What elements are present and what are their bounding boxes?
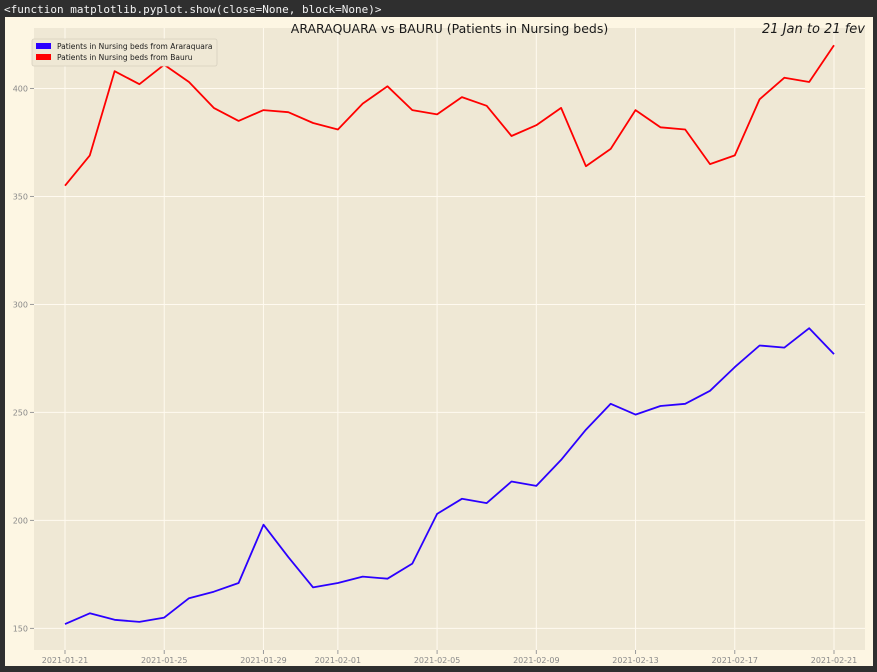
x-tick-label: 2021-02-09 — [513, 656, 560, 665]
legend-label: Patients in Nursing beds from Bauru — [57, 53, 193, 62]
x-tick-label: 2021-02-17 — [712, 656, 759, 665]
chart-title: ARARAQUARA vs BAURU (Patients in Nursing… — [291, 21, 608, 36]
y-tick-label: 400 — [13, 84, 28, 93]
x-tick-label: 2021-01-21 — [42, 656, 89, 665]
y-tick-label: 200 — [13, 516, 28, 525]
series-line-bauru — [64, 44, 835, 187]
x-tick-label: 2021-01-25 — [141, 656, 188, 665]
y-tick-label: 300 — [13, 300, 28, 309]
legend-swatch — [36, 43, 51, 49]
legend-swatch — [36, 54, 51, 60]
legend-box — [31, 38, 218, 67]
chart-figure: 2021-01-21 2021-01-25 2021-01-29 2021-02-01… — [5, 17, 873, 666]
x-tick-label: 2021-02-13 — [612, 656, 659, 665]
series-line-araraquara — [64, 327, 835, 625]
x-tick-label: 2021-02-05 — [414, 656, 461, 665]
x-tick-label: 2021-01-29 — [240, 656, 287, 665]
x-tick-label: 2021-02-21 — [811, 656, 858, 665]
series-lines — [64, 44, 835, 625]
y-tick-labels: 150 200 250 300 350 400 — [13, 84, 34, 633]
y-tick-label: 350 — [13, 192, 28, 201]
legend: Patients in Nursing beds from Araraquara… — [31, 38, 218, 67]
x-tick-label: 2021-02-01 — [315, 656, 362, 665]
y-tick-label: 150 — [13, 624, 28, 633]
output-repr-text: <function matplotlib.pyplot.show(close=N… — [4, 3, 382, 16]
legend-label: Patients in Nursing beds from Araraquara — [57, 42, 213, 51]
plot-area — [34, 28, 865, 650]
grid-lines — [34, 28, 865, 650]
y-tick-label: 250 — [13, 408, 28, 417]
line-chart: 2021-01-21 2021-01-25 2021-01-29 2021-02-01… — [13, 21, 866, 665]
chart-date-range: 21 Jan to 21 fev — [762, 22, 865, 37]
x-tick-labels: 2021-01-21 2021-01-25 2021-01-29 2021-02-01… — [42, 650, 857, 665]
